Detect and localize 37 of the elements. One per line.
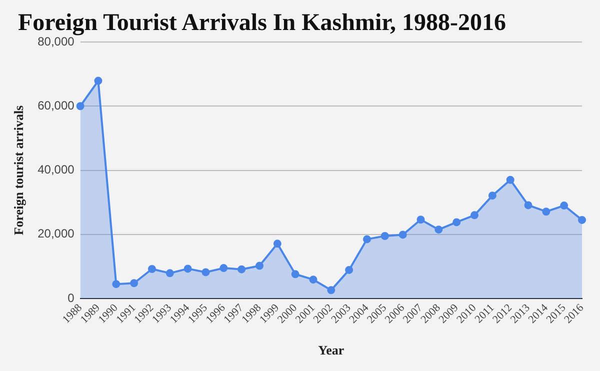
point [380, 232, 389, 240]
point [560, 202, 568, 210]
point [130, 279, 138, 288]
point [184, 264, 192, 273]
point [542, 208, 550, 216]
point [255, 262, 264, 270]
point [470, 211, 478, 220]
point [398, 230, 407, 239]
point [309, 276, 318, 284]
y-tick-label: 80,000 [38, 34, 75, 48]
point [434, 226, 443, 234]
point [273, 240, 282, 248]
point [524, 201, 532, 210]
x-axis-title: Year [318, 342, 344, 358]
chart-title: Foreign Tourist Arrivals In Kashmir, 1988-2016 [18, 10, 506, 37]
y-tick-label: 0 [68, 290, 75, 305]
point [112, 280, 120, 288]
point [220, 264, 228, 272]
y-axis-title: Foreign tourist arrivals [11, 105, 26, 236]
point [362, 235, 371, 244]
point [452, 218, 461, 226]
point [94, 76, 102, 85]
point [416, 216, 425, 224]
point [76, 102, 84, 110]
point [166, 269, 174, 278]
point [327, 286, 336, 294]
point [202, 268, 210, 276]
y-tick-label: 60,000 [38, 98, 75, 112]
point [488, 192, 496, 200]
point [291, 270, 300, 278]
point [578, 216, 586, 224]
point [345, 266, 354, 274]
y-tick-label: 40,000 [38, 162, 75, 177]
point [148, 265, 156, 274]
y-tick-label: 20,000 [38, 226, 75, 241]
point [506, 176, 514, 184]
point [238, 265, 246, 274]
